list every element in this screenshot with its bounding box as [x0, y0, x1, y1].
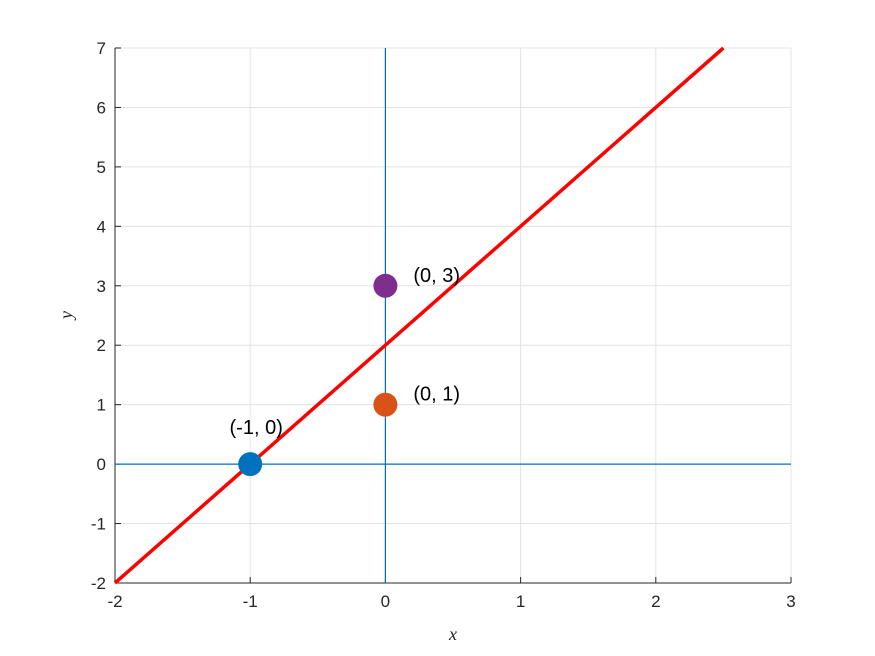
x-tick-label: 3	[786, 592, 795, 611]
point-label: (0, 1)	[413, 384, 460, 406]
y-tick-label: 0	[97, 455, 106, 474]
x-tick-label: -2	[107, 592, 122, 611]
x-tick-label: 0	[381, 592, 390, 611]
x-tick-label: 2	[651, 592, 660, 611]
point	[373, 392, 398, 417]
y-tick-label: 2	[97, 336, 106, 355]
point-label: (-1, 0)	[230, 417, 283, 439]
y-axis-label: y	[56, 311, 76, 321]
y-tick-label: -1	[91, 515, 106, 534]
y-tick-label: 5	[97, 158, 106, 177]
point	[238, 452, 263, 477]
point	[373, 273, 398, 298]
line	[113, 46, 725, 585]
x-axis-label: x	[448, 624, 457, 644]
y-tick-label: 4	[97, 217, 106, 236]
x-tick-label: 1	[516, 592, 525, 611]
y-tick-label: 7	[97, 39, 106, 58]
x-tick-label: -1	[243, 592, 258, 611]
point-label: (0, 3)	[413, 265, 460, 287]
y-tick-label: 6	[97, 98, 106, 117]
y-tick-label: -2	[91, 574, 106, 593]
y-tick-label: 3	[97, 277, 106, 296]
y-tick-label: 1	[97, 396, 106, 415]
